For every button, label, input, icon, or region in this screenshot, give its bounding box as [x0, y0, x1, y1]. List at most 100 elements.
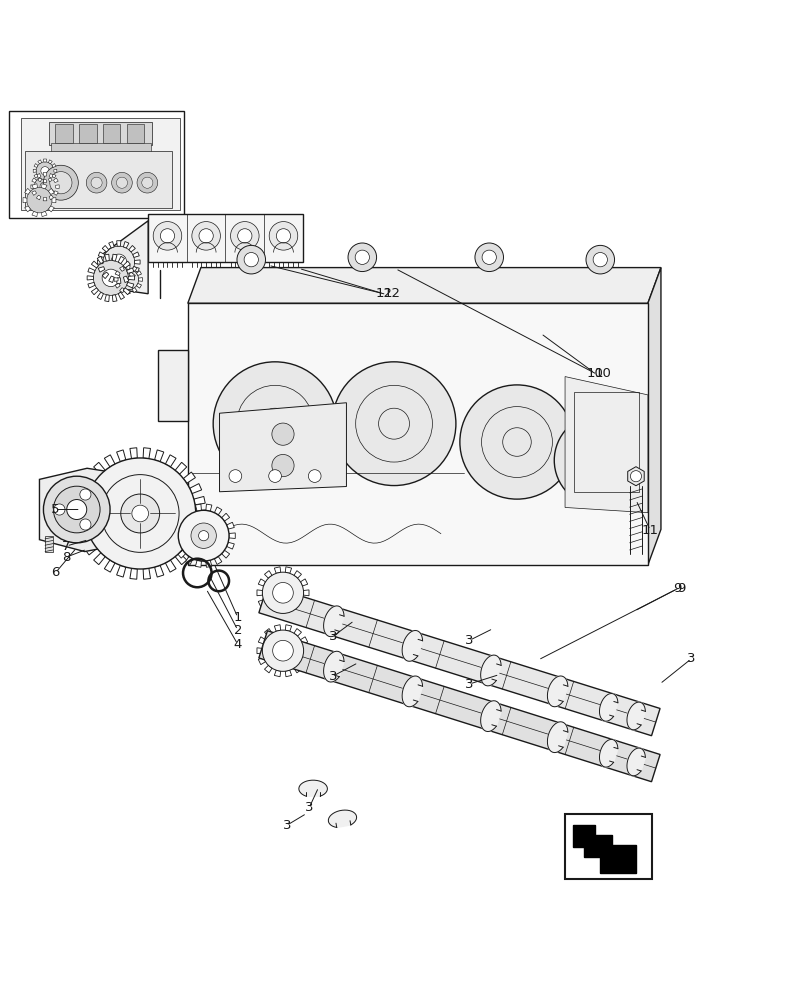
Polygon shape [175, 553, 187, 565]
Polygon shape [548, 676, 568, 707]
Circle shape [460, 385, 574, 499]
Polygon shape [185, 556, 193, 564]
Polygon shape [104, 455, 115, 467]
Polygon shape [92, 288, 99, 295]
Text: 3: 3 [283, 819, 291, 832]
Circle shape [34, 176, 56, 197]
Text: 10: 10 [595, 367, 611, 380]
Polygon shape [53, 191, 58, 195]
Polygon shape [115, 271, 120, 276]
Polygon shape [148, 214, 302, 262]
Polygon shape [85, 544, 97, 555]
Bar [45, 536, 53, 552]
Polygon shape [185, 507, 193, 515]
Polygon shape [49, 160, 53, 164]
Text: 4: 4 [233, 638, 242, 651]
Polygon shape [85, 472, 97, 483]
Circle shape [44, 476, 110, 543]
Polygon shape [178, 550, 185, 558]
Circle shape [54, 504, 65, 515]
Polygon shape [166, 560, 176, 572]
Polygon shape [119, 288, 124, 293]
Polygon shape [105, 295, 109, 302]
Polygon shape [402, 630, 423, 661]
Text: 9: 9 [677, 582, 685, 595]
Polygon shape [97, 260, 103, 264]
Circle shape [41, 167, 49, 175]
Polygon shape [275, 612, 281, 619]
Text: 12: 12 [375, 287, 392, 300]
Polygon shape [627, 748, 646, 776]
Polygon shape [127, 282, 134, 288]
Bar [25, 151, 172, 208]
Bar [103, 124, 120, 143]
Polygon shape [31, 185, 34, 189]
Polygon shape [87, 276, 93, 280]
Polygon shape [119, 266, 124, 271]
Polygon shape [116, 450, 126, 462]
Polygon shape [298, 780, 327, 796]
Polygon shape [94, 462, 105, 474]
Circle shape [80, 519, 91, 530]
Text: 3: 3 [329, 670, 338, 683]
Polygon shape [49, 206, 54, 212]
Polygon shape [285, 670, 291, 677]
Circle shape [482, 250, 497, 264]
Polygon shape [34, 164, 38, 167]
Circle shape [84, 458, 196, 569]
Polygon shape [40, 468, 114, 552]
Polygon shape [109, 276, 114, 283]
Polygon shape [123, 242, 129, 248]
Circle shape [199, 229, 213, 243]
Polygon shape [196, 504, 201, 511]
Polygon shape [221, 513, 230, 521]
Polygon shape [25, 206, 30, 212]
Circle shape [332, 362, 456, 486]
Polygon shape [188, 303, 648, 565]
Polygon shape [196, 510, 206, 517]
Polygon shape [37, 160, 41, 164]
Circle shape [554, 414, 646, 506]
Circle shape [269, 222, 298, 250]
Polygon shape [114, 278, 118, 281]
Polygon shape [259, 631, 660, 782]
Polygon shape [112, 254, 117, 261]
Polygon shape [52, 198, 56, 203]
Polygon shape [275, 625, 281, 631]
Polygon shape [599, 739, 618, 767]
Polygon shape [132, 288, 137, 293]
Polygon shape [294, 629, 302, 636]
Polygon shape [258, 579, 266, 586]
Polygon shape [143, 568, 150, 579]
Polygon shape [206, 560, 212, 567]
Circle shape [50, 172, 72, 194]
Polygon shape [53, 178, 58, 183]
Bar [56, 124, 72, 143]
Polygon shape [196, 560, 201, 567]
Circle shape [273, 640, 293, 661]
Polygon shape [572, 825, 636, 873]
Polygon shape [264, 629, 272, 636]
Polygon shape [257, 590, 263, 596]
Polygon shape [112, 295, 117, 302]
Circle shape [348, 243, 377, 272]
Polygon shape [56, 185, 59, 189]
Polygon shape [102, 245, 109, 252]
Text: 7: 7 [62, 540, 71, 553]
Circle shape [153, 222, 181, 250]
Polygon shape [49, 173, 53, 178]
Polygon shape [21, 118, 180, 210]
Polygon shape [183, 544, 196, 555]
Circle shape [36, 162, 54, 180]
Polygon shape [300, 579, 308, 586]
Polygon shape [130, 448, 137, 459]
Circle shape [263, 630, 303, 671]
Circle shape [102, 269, 119, 287]
Polygon shape [32, 184, 37, 189]
Circle shape [27, 187, 53, 213]
Polygon shape [43, 197, 47, 201]
Polygon shape [92, 261, 99, 268]
Polygon shape [166, 455, 176, 467]
Polygon shape [275, 670, 281, 677]
Polygon shape [481, 701, 501, 732]
